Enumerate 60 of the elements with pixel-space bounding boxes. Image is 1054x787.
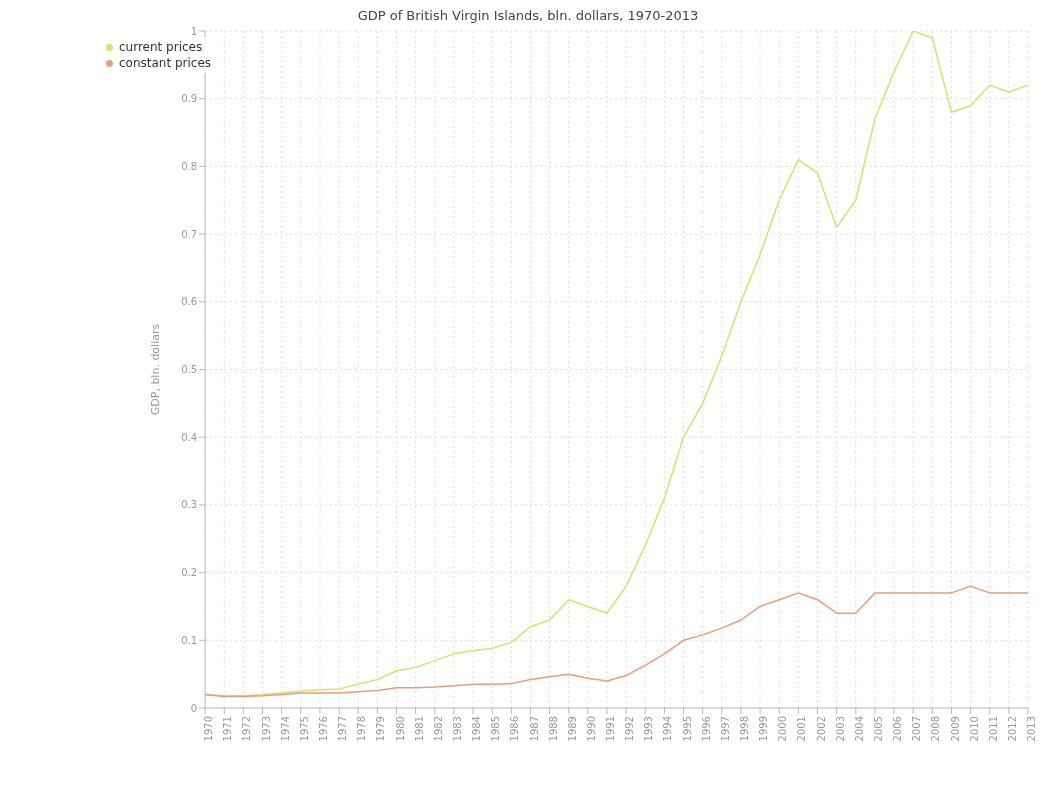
x-tick-label: 1981 xyxy=(413,716,425,742)
x-tick-label: 1989 xyxy=(566,716,578,742)
x-tick-label: 2002 xyxy=(815,716,827,742)
y-tick-label: 0.5 xyxy=(181,364,198,376)
x-tick-label: 1997 xyxy=(719,716,731,742)
x-tick-label: 1975 xyxy=(298,716,310,742)
x-tick-label: 2010 xyxy=(968,716,980,742)
x-tick-label: 1980 xyxy=(394,716,406,742)
x-tick-label: 1982 xyxy=(432,716,444,742)
x-tick-label: 2003 xyxy=(834,716,846,742)
y-axis-title: GDP, bln. dollars xyxy=(149,323,163,416)
x-tick-label: 1992 xyxy=(624,716,636,742)
x-tick-label: 1999 xyxy=(758,716,770,742)
x-tick-label: 1978 xyxy=(356,716,368,742)
line-series xyxy=(204,585,1029,698)
y-tick-label: 0.4 xyxy=(181,431,198,443)
x-tick-label: 1987 xyxy=(528,716,540,742)
y-tick-label: 0 xyxy=(190,702,198,714)
x-tick-label: 1998 xyxy=(739,716,751,742)
y-tick-label: 0.2 xyxy=(181,567,198,579)
x-tick-label: 2009 xyxy=(949,716,961,742)
chart-title: GDP of British Virgin Islands, bln. dollars, 1970-2013 xyxy=(356,8,700,23)
x-tick-label: 1972 xyxy=(241,716,253,742)
legend-label: current prices xyxy=(119,39,203,55)
y-tick-label: 0.7 xyxy=(181,228,198,240)
y-tick-label: 1 xyxy=(190,25,198,37)
legend-label: constant prices xyxy=(119,55,212,71)
x-tick-label: 1995 xyxy=(681,716,693,742)
x-tick-label: 2001 xyxy=(796,716,808,742)
x-tick-label: 1990 xyxy=(585,716,597,742)
y-tick-label: 0.3 xyxy=(181,499,198,511)
x-tick-label: 1979 xyxy=(375,716,387,742)
x-tick-label: 2007 xyxy=(911,716,923,742)
x-tick-label: 1974 xyxy=(279,716,291,742)
x-tick-label: 1973 xyxy=(260,716,272,742)
x-tick-label: 1991 xyxy=(605,716,617,742)
x-tick-label: 1977 xyxy=(337,716,349,742)
x-tick-label: 1993 xyxy=(643,716,655,742)
x-tick-label: 2006 xyxy=(892,716,904,742)
y-tick-label: 0.8 xyxy=(181,160,198,172)
x-tick-label: 2008 xyxy=(930,716,942,742)
x-tick-label: 2004 xyxy=(853,716,865,742)
x-tick-label: 1970 xyxy=(203,716,215,742)
x-tick-label: 1994 xyxy=(662,716,674,742)
x-tick-label: 1986 xyxy=(509,716,521,742)
x-tick-label: 1996 xyxy=(700,716,712,742)
x-tick-label: 1971 xyxy=(222,716,234,742)
x-tick-label: 2013 xyxy=(1026,716,1038,742)
x-tick-label: 1983 xyxy=(451,716,463,742)
y-tick-label: 0.9 xyxy=(181,93,198,105)
x-tick-label: 1976 xyxy=(318,716,330,742)
x-tick-label: 1984 xyxy=(471,716,483,742)
y-tick-label: 0.6 xyxy=(181,296,198,308)
x-tick-label: 1988 xyxy=(547,716,559,742)
x-tick-label: 2000 xyxy=(777,716,789,742)
x-tick-label: 2005 xyxy=(873,716,884,742)
x-tick-label: 1985 xyxy=(490,716,502,742)
y-tick-label: 0.1 xyxy=(181,634,198,646)
x-tick-label: 2012 xyxy=(1006,716,1018,742)
x-tick-label: 2011 xyxy=(987,716,999,742)
